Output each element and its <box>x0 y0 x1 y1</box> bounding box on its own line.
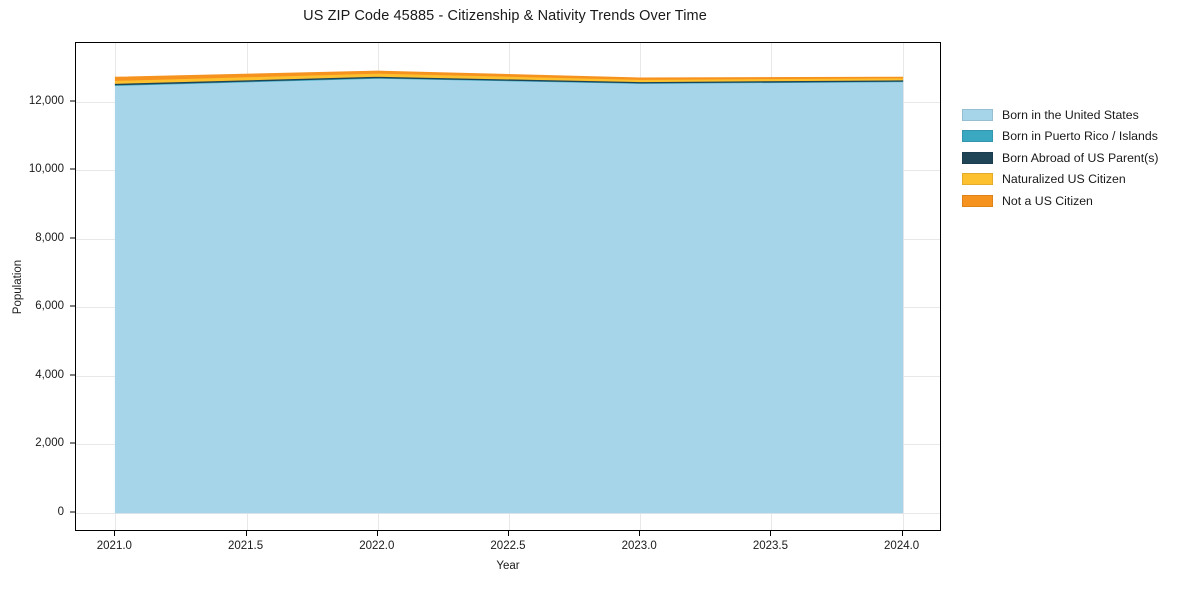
legend-label: Born Abroad of US Parent(s) <box>1002 150 1159 165</box>
legend-swatch <box>962 108 993 121</box>
y-tick-label: 10,000 <box>28 163 64 176</box>
legend-label: Naturalized US Citizen <box>1002 172 1126 187</box>
x-tick-label: 2022.5 <box>490 540 526 552</box>
x-tick-mark <box>114 531 116 536</box>
y-axis: Population 0 2,000 4,000 6,000 8,000 10,000 12… <box>0 42 75 531</box>
stacked-area-series <box>114 70 904 514</box>
y-tick-mark <box>70 305 75 307</box>
y-tick-mark <box>70 237 75 239</box>
x-tick-label: 2021.0 <box>96 540 132 552</box>
plot-area <box>75 42 941 531</box>
legend-item[interactable]: Born in Puerto Rico / Islands <box>962 126 1187 148</box>
legend-item[interactable]: Born Abroad of US Parent(s) <box>962 147 1187 169</box>
x-tick-label: 2022.0 <box>359 540 395 552</box>
x-tick-mark <box>376 531 378 536</box>
y-tick-mark <box>70 168 75 170</box>
y-tick-label: 8,000 <box>35 231 64 244</box>
x-tick-mark <box>508 531 509 536</box>
legend-swatch <box>962 173 993 186</box>
y-tick-label: 4,000 <box>35 368 64 381</box>
legend-label: Born in Puerto Rico / Islands <box>1002 129 1158 144</box>
x-tick-label: 2023.5 <box>752 540 789 552</box>
x-axis: Year 2021.0 2021.5 2022.0 2022.5 2023.0 2023.… <box>75 531 941 591</box>
legend-label: Born in the United States <box>1002 107 1139 122</box>
y-tick-label: 12,000 <box>28 94 64 107</box>
x-tick-mark <box>639 531 641 536</box>
legend-swatch <box>962 194 993 207</box>
x-tick-mark <box>901 531 903 536</box>
area-series <box>114 70 904 81</box>
y-tick-mark <box>70 511 75 513</box>
y-tick-label: 0 <box>57 505 64 518</box>
legend-swatch <box>962 151 993 164</box>
legend-item[interactable]: Naturalized US Citizen <box>962 169 1187 191</box>
y-axis-label: Population <box>12 259 24 314</box>
y-tick-label: 2,000 <box>35 437 64 450</box>
chart-legend: Born in the United States Born in Puerto … <box>962 104 1187 212</box>
legend-swatch <box>962 130 993 143</box>
x-axis-label: Year <box>496 560 520 572</box>
y-tick-mark <box>70 442 75 444</box>
x-tick-label: 2021.5 <box>227 540 264 552</box>
y-tick-mark <box>70 100 75 102</box>
x-tick-mark <box>245 531 247 536</box>
y-tick-mark <box>70 374 75 376</box>
y-tick-label: 6,000 <box>35 300 64 313</box>
x-tick-label: 2024.0 <box>884 540 920 552</box>
area-series <box>114 77 904 514</box>
legend-item[interactable]: Born in the United States <box>962 104 1187 126</box>
x-tick-mark <box>770 531 772 536</box>
legend-label: Not a US Citizen <box>1002 193 1093 208</box>
x-tick-label: 2023.0 <box>621 540 657 552</box>
legend-item[interactable]: Not a US Citizen <box>962 190 1187 212</box>
chart-title: US ZIP Code 45885 - Citizenship & Nativi… <box>303 8 707 24</box>
